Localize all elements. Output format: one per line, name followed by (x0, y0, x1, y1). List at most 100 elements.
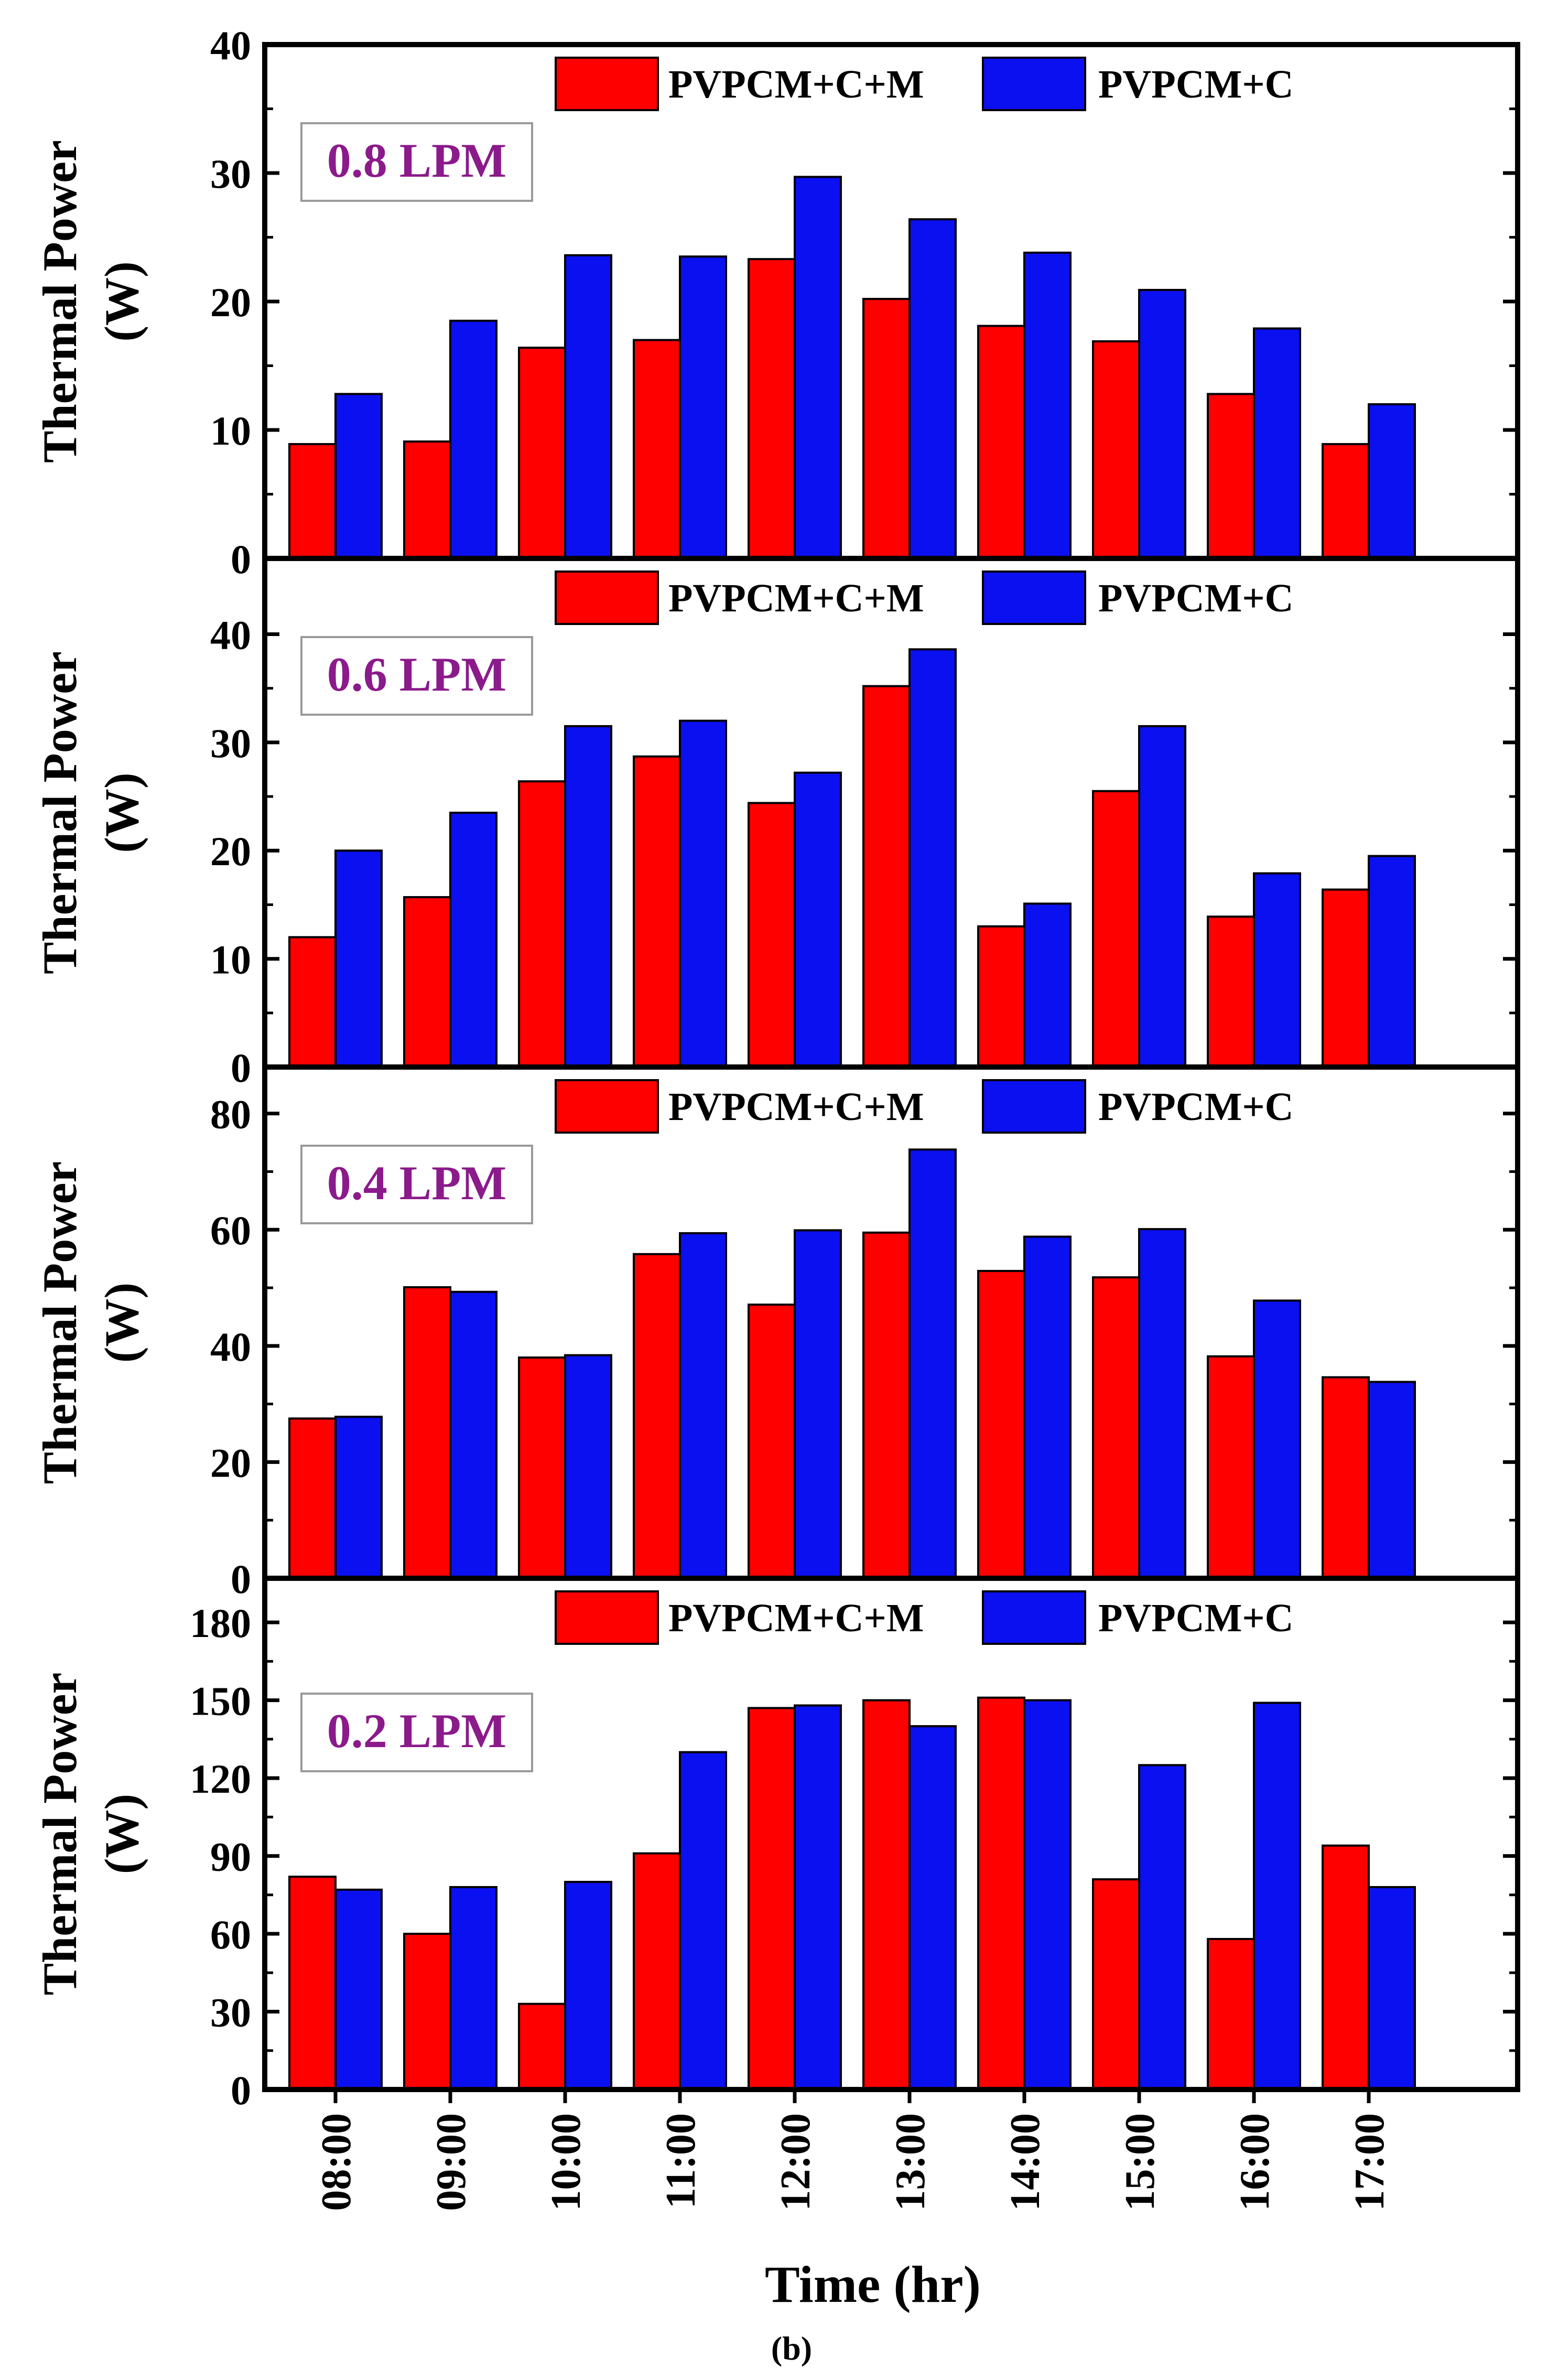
y-tick-label: 20 (210, 828, 251, 874)
bar-pvpcm-c-1300 (908, 218, 957, 559)
y-axis-label-line: Thermal Power (33, 651, 86, 974)
bar-pvpcm-c-1200 (794, 176, 842, 560)
bar-pvpcm-c-m-1500 (1092, 790, 1140, 1068)
legend-swatch-pvpcm-c (982, 1079, 1086, 1134)
bar-pvpcm-c-m-0900 (403, 1933, 451, 2091)
bar-pvpcm-c-1700 (1368, 855, 1416, 1069)
panel-4: 0 30 60 90 120 150 180 Thermal Power (W) PVPCM+C+… (33, 1576, 1520, 2113)
panel-1: 0 10 20 30 40 Thermal Power (W) PVPCM+C+M PVPCM+… (33, 23, 1520, 582)
bar-pvpcm-c-1300 (908, 648, 957, 1068)
bar-pvpcm-c-m-1700 (1322, 1844, 1370, 2091)
x-tick-label: 14:00 (1002, 2113, 1048, 2211)
x-tick-label: 13:00 (888, 2113, 934, 2211)
bar-pvpcm-c-1300 (908, 1725, 957, 2091)
bar-pvpcm-c-m-1000 (518, 780, 566, 1068)
y-tick-label: 20 (210, 1440, 251, 1485)
bar-pvpcm-c-1100 (679, 719, 727, 1068)
bar-pvpcm-c-0800 (334, 1888, 383, 2091)
bar-pvpcm-c-m-1000 (518, 2002, 566, 2091)
y-axis-label-line: (W) (95, 772, 148, 853)
bar-pvpcm-c-m-0800 (288, 936, 337, 1069)
bar-pvpcm-c-0900 (449, 1886, 497, 2091)
flow-rate-box (300, 1693, 533, 1772)
bar-pvpcm-c-m-1100 (633, 1852, 681, 2091)
legend-swatch-pvpcm-c (982, 57, 1086, 111)
bar-pvpcm-c-m-1400 (977, 1696, 1025, 2091)
legend-label-pvpcm-c: PVPCM+C (1098, 576, 1294, 620)
bar-pvpcm-c-0900 (449, 1290, 497, 1579)
bar-pvpcm-c-1200 (794, 1229, 842, 1579)
y-tick-label: 30 (210, 720, 251, 766)
y-tick-label: 0 (231, 1556, 251, 1602)
bar-pvpcm-c-1100 (679, 1751, 727, 2091)
y-tick-label: 40 (210, 1324, 251, 1370)
bar-pvpcm-c-1100 (679, 1232, 727, 1579)
bar-pvpcm-c-1700 (1368, 1381, 1416, 1580)
bar-pvpcm-c-m-1500 (1092, 1878, 1140, 2091)
y-tick-label: 0 (231, 2067, 251, 2113)
flow-rate-box (300, 636, 533, 716)
bar-pvpcm-c-m-1700 (1322, 888, 1370, 1068)
y-axis-label: Thermal Power (W) (33, 1161, 148, 1484)
bar-pvpcm-c-1300 (908, 1148, 957, 1580)
legend-label-pvpcm-c-m: PVPCM+C+M (668, 1085, 924, 1129)
y-axis-label: Thermal Power (W) (33, 140, 148, 463)
y-tick-label: 60 (210, 1208, 251, 1253)
y-axis-label-line: (W) (95, 1794, 148, 1874)
bar-pvpcm-c-1700 (1368, 403, 1416, 559)
bar-pvpcm-c-m-1400 (977, 1269, 1025, 1580)
bar-pvpcm-c-1500 (1138, 725, 1186, 1069)
bar-pvpcm-c-1400 (1023, 251, 1072, 559)
legend-swatch-pvpcm-c (982, 570, 1086, 625)
bar-pvpcm-c-1700 (1368, 1886, 1416, 2091)
x-tick-label: 17:00 (1347, 2113, 1393, 2211)
bar-pvpcm-c-1400 (1023, 1699, 1072, 2091)
legend-swatch-pvpcm-c-m (555, 570, 659, 625)
bar-pvpcm-c-1500 (1138, 288, 1186, 559)
y-tick-label: 40 (210, 23, 251, 68)
y-tick-label: 80 (210, 1092, 251, 1137)
bar-pvpcm-c-1600 (1253, 872, 1301, 1068)
bar-pvpcm-c-m-1700 (1322, 443, 1370, 560)
bar-pvpcm-c-m-1600 (1207, 393, 1255, 560)
y-tick-label: 60 (210, 1912, 251, 1957)
y-tick-label: 0 (231, 1045, 251, 1091)
bar-pvpcm-c-m-0900 (403, 440, 451, 559)
bar-pvpcm-c-m-0800 (288, 443, 337, 560)
x-tick-label: 12:00 (773, 2113, 819, 2211)
y-tick-label: 20 (210, 279, 251, 325)
bar-pvpcm-c-m-1200 (748, 1707, 796, 2091)
y-tick-label: 150 (190, 1678, 251, 1724)
figure-label: (b) (771, 2330, 812, 2367)
bar-pvpcm-c-m-1200 (748, 1304, 796, 1579)
bar-pvpcm-c-m-1100 (633, 1253, 681, 1580)
panel-3: 0 20 40 60 80 Thermal Power (W) PVPCM+C+M PVPCM+… (33, 1064, 1520, 1602)
bar-pvpcm-c-m-1000 (518, 1356, 566, 1580)
bar-pvpcm-c-1000 (564, 1881, 612, 2091)
y-tick-label: 30 (210, 151, 251, 197)
bar-pvpcm-c-1000 (564, 725, 612, 1069)
bar-pvpcm-c-0900 (449, 812, 497, 1068)
flow-rate-label: 0.2 LPM (327, 1704, 506, 1758)
y-tick-label: 10 (210, 937, 251, 983)
x-tick-label: 15:00 (1117, 2113, 1163, 2211)
legend-label-pvpcm-c: PVPCM+C (1098, 1085, 1294, 1129)
flow-rate-label: 0.6 LPM (327, 648, 506, 701)
legend-label-pvpcm-c: PVPCM+C (1098, 62, 1294, 106)
y-tick-label: 30 (210, 1990, 251, 2036)
bar-pvpcm-c-m-1300 (862, 1699, 911, 2091)
x-tick-label: 08:00 (313, 2113, 360, 2211)
bar-pvpcm-c-m-1700 (1322, 1376, 1370, 1579)
bar-pvpcm-c-0800 (334, 849, 383, 1068)
y-axis-label-line: Thermal Power (33, 140, 86, 463)
bar-pvpcm-c-m-1600 (1207, 1355, 1255, 1580)
y-axis-label: Thermal Power (W) (33, 1673, 148, 1996)
y-tick-label: 180 (190, 1600, 251, 1646)
bar-pvpcm-c-m-1600 (1207, 916, 1255, 1069)
bar-pvpcm-c-0900 (449, 319, 497, 559)
bar-pvpcm-c-m-1500 (1092, 340, 1140, 559)
legend-label-pvpcm-c-m: PVPCM+C+M (668, 1596, 924, 1640)
bar-pvpcm-c-m-1100 (633, 755, 681, 1069)
legend-swatch-pvpcm-c-m (555, 1590, 659, 1645)
flow-rate-box (300, 122, 533, 202)
